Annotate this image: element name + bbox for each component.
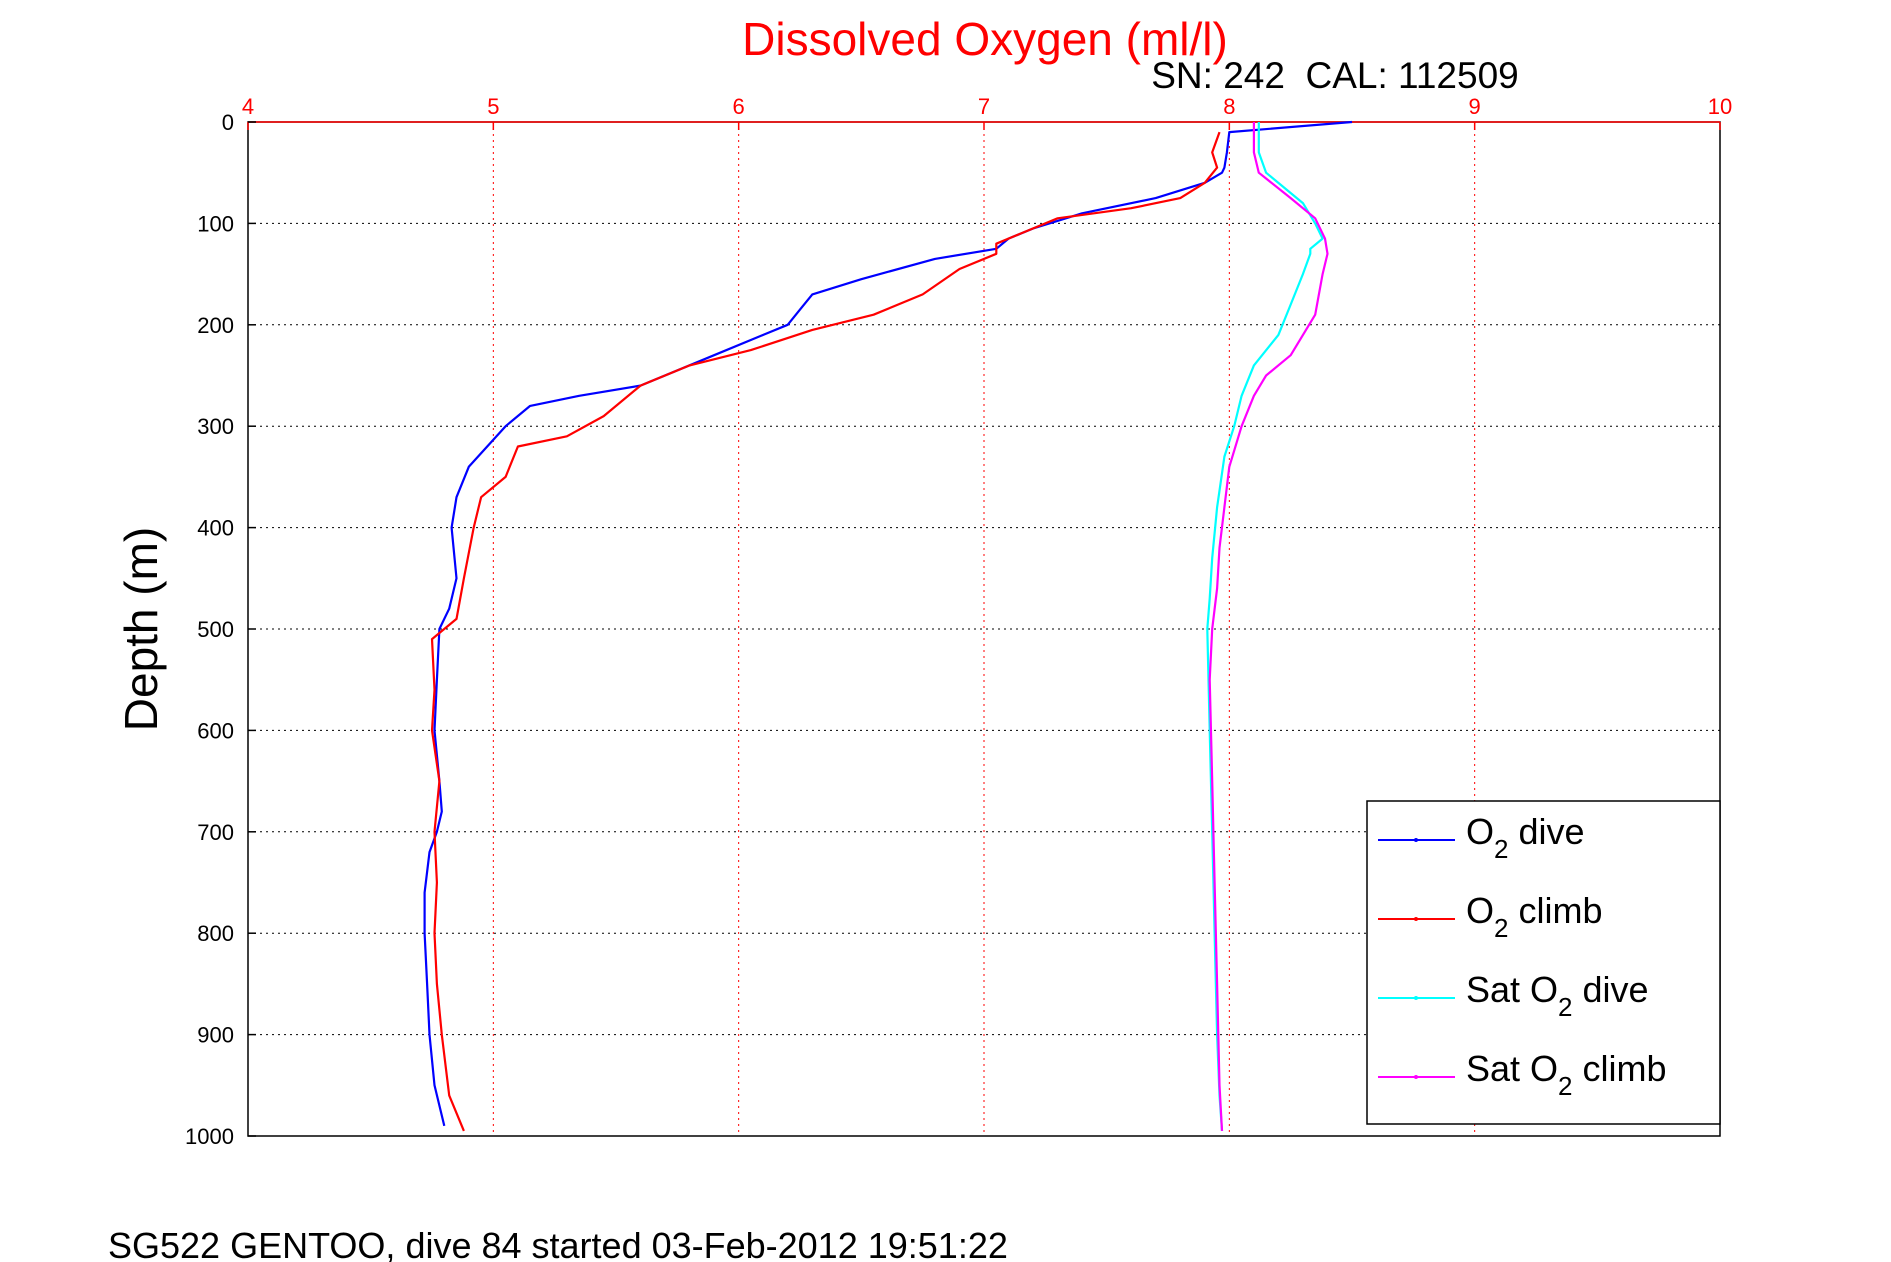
legend-marker: [1414, 996, 1418, 1000]
y-tick-label: 700: [197, 820, 234, 845]
y-axis-ticks: 0 100 200 300 400 500 600 700 800 900 1000: [185, 110, 256, 1149]
y-tick-label: 900: [197, 1023, 234, 1048]
series-line-sat-o2-dive: [1206, 122, 1324, 1131]
x-tick-label: 10: [1708, 94, 1732, 119]
x-tick-label: 7: [978, 94, 990, 119]
y-tick-label: 200: [197, 313, 234, 338]
legend-marker: [1414, 917, 1418, 921]
x-tick-label: 6: [733, 94, 745, 119]
legend: O2 dive O2 climb Sat O2 dive Sat O2 climb: [1366, 800, 1721, 1125]
legend-marker: [1414, 1075, 1418, 1079]
legend-label: O2 dive: [1466, 811, 1585, 864]
y-tick-label: 100: [197, 211, 234, 236]
x-tick-label: 5: [487, 94, 499, 119]
series-group: [423, 120, 1353, 1132]
x-tick-label: 4: [242, 94, 254, 119]
y-tick-label: 600: [197, 718, 234, 743]
y-tick-label: 400: [197, 516, 234, 541]
footer-caption: SG522 GENTOO, dive 84 started 03-Feb-201…: [108, 1225, 1008, 1262]
legend-label: Sat O2 climb: [1466, 1048, 1667, 1101]
y-tick-label: 300: [197, 414, 234, 439]
legend-box: [1366, 800, 1721, 1125]
legend-marker: [1414, 838, 1418, 842]
x-axis-ticks: 4 5 6 7 8 9 10: [242, 94, 1732, 130]
x-tick-label: 9: [1469, 94, 1481, 119]
y-tick-label: 0: [222, 110, 234, 135]
chart-title: Dissolved Oxygen (ml/l): [742, 13, 1228, 65]
y-tick-label: 500: [197, 617, 234, 642]
grid: [248, 122, 1720, 1136]
series-line-o2-dive: [423, 120, 1353, 1127]
chart-subtitle: SN: 242 CAL: 112509: [1151, 55, 1519, 96]
y-tick-label: 1000: [185, 1124, 234, 1149]
series-line-sat-o2-climb: [1208, 122, 1329, 1131]
legend-label: O2 climb: [1466, 890, 1603, 943]
series-line-o2-climb: [430, 131, 1221, 1132]
y-tick-label: 800: [197, 921, 234, 946]
legend-label: Sat O2 dive: [1466, 969, 1649, 1022]
x-tick-label: 8: [1223, 94, 1235, 119]
y-axis-label: Depth (m): [115, 527, 167, 731]
